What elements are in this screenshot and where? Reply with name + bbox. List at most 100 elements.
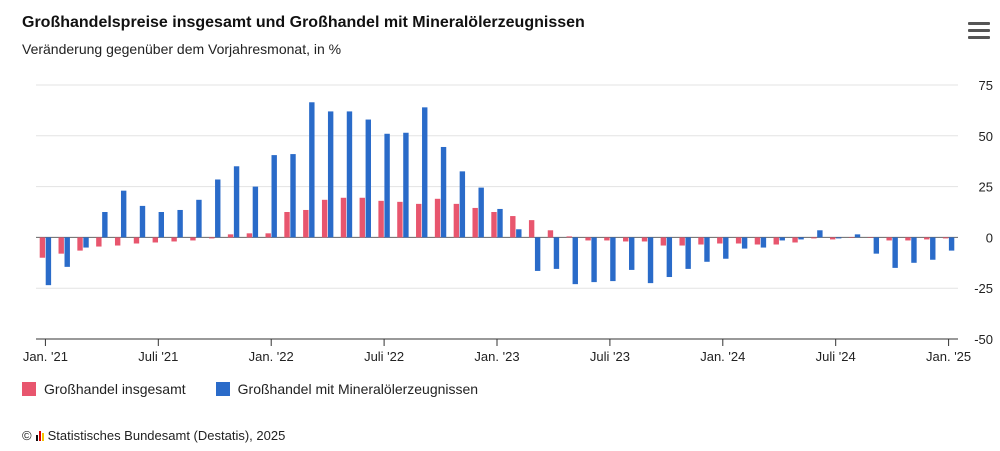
bar-mineraloel xyxy=(177,209,183,238)
bar-insgesamt xyxy=(924,237,930,240)
bar-insgesamt xyxy=(171,237,177,242)
legend-item-insgesamt[interactable]: Großhandel insgesamt xyxy=(22,381,186,397)
copyright-symbol: © xyxy=(22,428,32,443)
bar-mineraloel xyxy=(948,237,955,251)
bar-mineraloel xyxy=(158,212,165,238)
bar-mineraloel xyxy=(930,237,936,260)
chart-subtitle: Veränderung gegenüber dem Vorjahresmonat… xyxy=(22,41,342,57)
bar-mineraloel xyxy=(892,237,898,268)
hamburger-menu-icon[interactable] xyxy=(968,22,990,42)
bar-mineraloel xyxy=(478,187,484,238)
chart-title: Großhandelspreise insgesamt und Großhand… xyxy=(22,14,585,31)
bar-insgesamt xyxy=(848,237,855,238)
bar-mineraloel xyxy=(760,237,767,248)
bar-mineraloel xyxy=(629,237,635,270)
bar-mineraloel xyxy=(440,146,447,238)
bar-mineraloel xyxy=(666,237,673,278)
bar-insgesamt xyxy=(528,220,535,238)
bar-mineraloel xyxy=(64,237,70,267)
y-tick-label: -50 xyxy=(974,332,993,347)
bar-insgesamt xyxy=(717,237,723,244)
bar-mineraloel xyxy=(817,230,823,238)
bar-insgesamt xyxy=(397,201,403,238)
bar-insgesamt xyxy=(96,237,102,247)
bar-mineraloel xyxy=(233,166,240,238)
bar-insgesamt xyxy=(77,237,83,251)
bar-mineraloel xyxy=(497,208,503,238)
bar-insgesamt xyxy=(905,237,911,241)
bar-mineraloel xyxy=(534,237,541,271)
bar-insgesamt xyxy=(886,237,892,241)
bar-insgesamt xyxy=(265,233,271,238)
legend-label-mineraloel: Großhandel mit Mineralölerzeugnissen xyxy=(237,381,479,397)
bar-mineraloel xyxy=(873,237,880,254)
bar-insgesamt xyxy=(472,207,478,238)
bar-mineraloel xyxy=(83,237,89,248)
bar-insgesamt xyxy=(359,197,365,238)
bar-insgesamt xyxy=(133,237,140,244)
bar-insgesamt xyxy=(303,209,309,238)
legend-item-mineraloel[interactable]: Großhandel mit Mineralölerzeugnissen xyxy=(215,381,479,397)
legend-swatch-insgesamt xyxy=(22,382,36,396)
menu-line xyxy=(968,22,990,25)
bar-insgesamt xyxy=(829,237,836,240)
bar-mineraloel xyxy=(911,237,917,263)
bar-mineraloel xyxy=(196,199,202,238)
bar-insgesamt xyxy=(754,237,761,245)
bar-mineraloel xyxy=(45,237,52,286)
bar-insgesamt xyxy=(773,237,779,245)
bar-insgesamt xyxy=(378,200,384,238)
credit-text: Statistisches Bundesamt (Destatis), 2025 xyxy=(47,428,286,443)
bar-mineraloel xyxy=(403,132,409,238)
bar-mineraloel xyxy=(252,186,259,238)
bar-insgesamt xyxy=(321,199,328,238)
bar-insgesamt xyxy=(58,237,64,254)
menu-line xyxy=(968,36,990,39)
bar-mineraloel xyxy=(704,237,710,262)
chart-legend: Großhandel insgesamt Großhandel mit Mine… xyxy=(22,381,478,397)
bar-mineraloel xyxy=(290,154,296,238)
bar-insgesamt xyxy=(227,234,234,238)
bar-insgesamt xyxy=(416,203,422,238)
bar-mineraloel xyxy=(271,155,277,238)
x-tick-label: Jan. '22 xyxy=(249,349,294,364)
bar-insgesamt xyxy=(491,212,497,238)
bar-insgesamt xyxy=(190,237,196,241)
destatis-logo-icon xyxy=(35,430,44,441)
bar-mineraloel xyxy=(647,237,654,284)
bar-mineraloel xyxy=(779,237,785,241)
bar-insgesamt xyxy=(566,236,572,238)
bar-insgesamt xyxy=(510,216,516,238)
legend-label-insgesamt: Großhandel insgesamt xyxy=(44,381,186,397)
bar-mineraloel xyxy=(422,107,428,238)
bar-mineraloel xyxy=(215,179,221,238)
y-tick-label: 25 xyxy=(979,180,993,195)
bar-mineraloel xyxy=(723,237,729,259)
bar-insgesamt xyxy=(604,237,610,241)
bar-insgesamt xyxy=(209,237,215,239)
y-tick-label: 0 xyxy=(986,230,993,245)
bar-insgesamt xyxy=(585,237,591,241)
bar-insgesamt xyxy=(679,237,685,246)
bar-insgesamt xyxy=(792,237,798,243)
source-credit: © Statistisches Bundesamt (Destatis), 20… xyxy=(22,428,285,443)
x-tick-label: Jan. '23 xyxy=(474,349,519,364)
x-tick-label: Juli '24 xyxy=(816,349,856,364)
bar-insgesamt xyxy=(623,237,629,242)
bar-insgesamt xyxy=(660,237,667,246)
x-tick-label: Jan. '21 xyxy=(23,349,68,364)
y-tick-label: 50 xyxy=(979,129,993,144)
bar-mineraloel xyxy=(102,212,108,238)
bar-insgesamt xyxy=(39,237,46,258)
bar-insgesamt xyxy=(453,203,460,238)
x-tick-label: Jan. '25 xyxy=(926,349,971,364)
x-tick-label: Jan. '24 xyxy=(700,349,745,364)
bar-mineraloel xyxy=(610,237,616,282)
bar-mineraloel xyxy=(591,237,597,283)
bar-insgesamt xyxy=(246,233,253,238)
bar-mineraloel xyxy=(685,237,691,269)
bar-mineraloel xyxy=(365,119,371,238)
bar-mineraloel xyxy=(572,237,578,285)
bar-mineraloel xyxy=(120,190,127,238)
bar-mineraloel xyxy=(309,102,315,238)
